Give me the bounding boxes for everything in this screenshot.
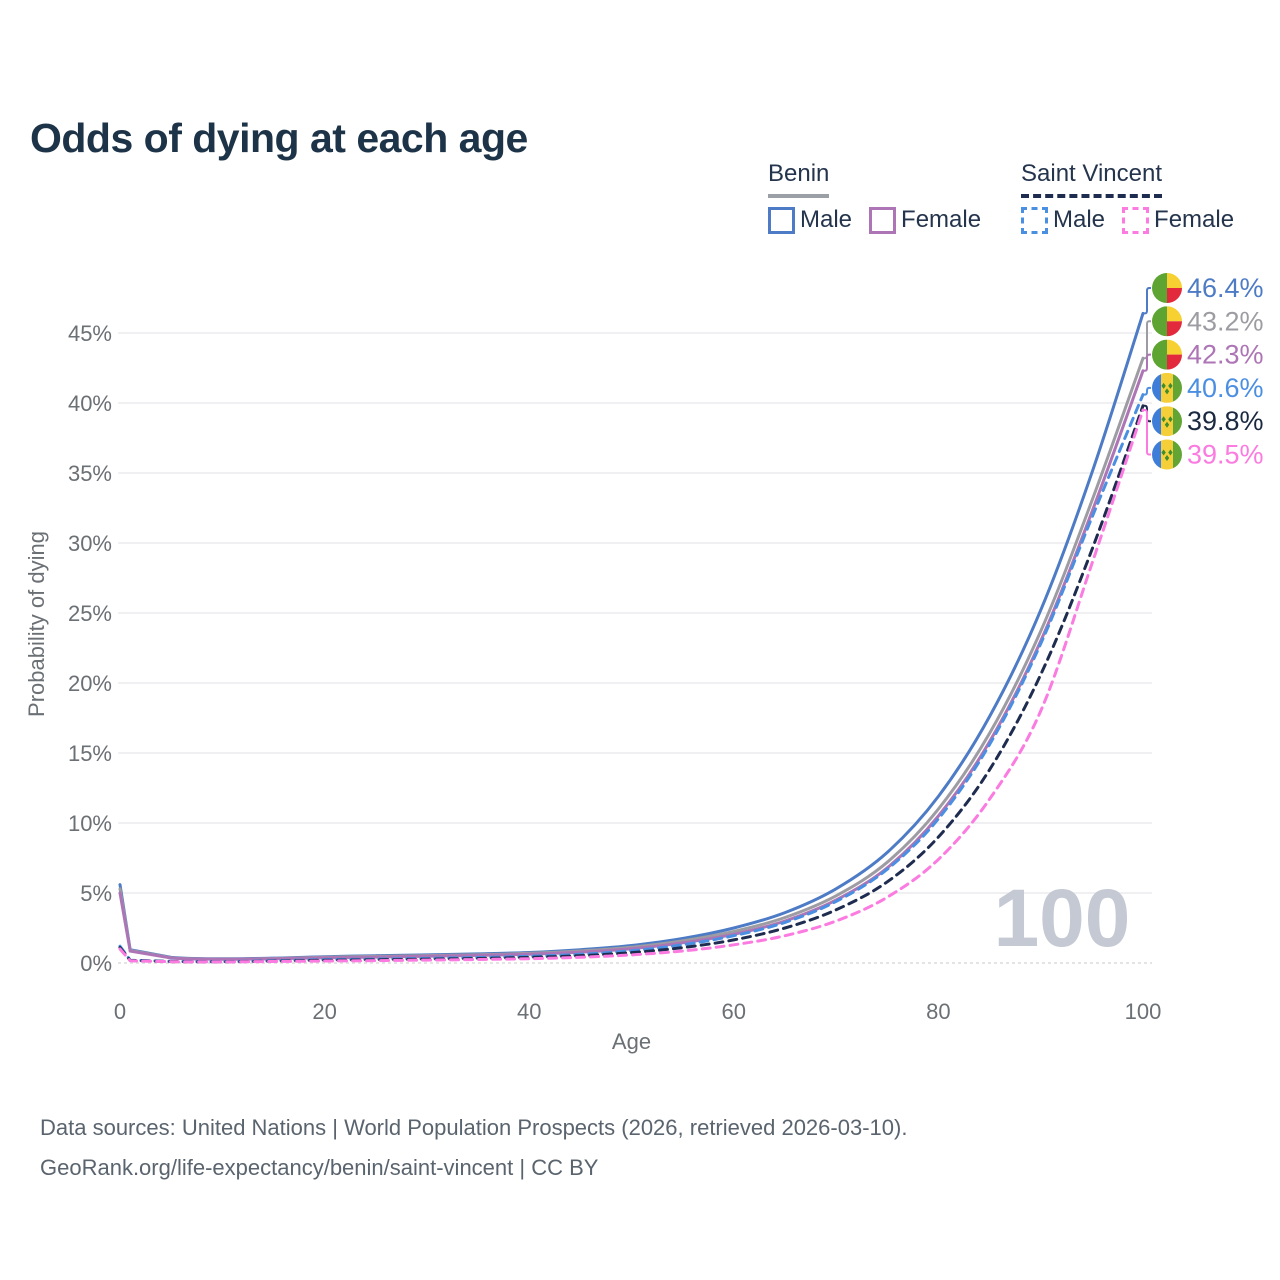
legend-title-saint-vincent[interactable]: Saint Vincent (1021, 160, 1162, 198)
x-tick-label: 0 (114, 999, 126, 1024)
leader-line-benin-male (1143, 287, 1151, 315)
saint-vincent-flag-icon (1152, 440, 1182, 470)
legend-group-benin: Benin Male Female (768, 160, 981, 234)
series-line-sv-female[interactable] (118, 408, 1145, 964)
legend-group-saint-vincent: Saint Vincent Male Female (1021, 160, 1234, 234)
saint-vincent-flag-icon (1152, 406, 1182, 436)
y-tick-label: 35% (68, 461, 112, 486)
hover-age-watermark: 100 (994, 873, 1131, 964)
saint-vincent-flag-icon (1152, 373, 1182, 403)
end-label-benin-combined: 43.2% (1187, 306, 1264, 336)
leader-line-benin-combined (1143, 320, 1151, 360)
end-label-sv-male: 40.6% (1187, 373, 1264, 403)
y-tick-label: 25% (68, 601, 112, 626)
legend-label-sv-male[interactable]: Male (1053, 206, 1106, 233)
end-label-sv-female: 39.5% (1187, 440, 1264, 470)
x-tick-label: 60 (722, 999, 746, 1024)
x-axis-title: Age (612, 1029, 651, 1054)
series-line-sv-combined[interactable] (118, 404, 1145, 964)
benin-flag-icon (1152, 340, 1182, 370)
benin-flag-icon (1152, 306, 1182, 336)
footer-sources-line: Data sources: United Nations | World Pop… (40, 1115, 908, 1140)
legend-swatch-benin-male[interactable] (768, 206, 795, 234)
series-line-benin-female[interactable] (118, 369, 1145, 961)
benin-flag-icon (1152, 273, 1182, 303)
y-tick-label: 40% (68, 391, 112, 416)
legend-swatch-benin-female[interactable] (869, 206, 897, 234)
page-title: Odds of dying at each age (30, 115, 528, 162)
y-tick-label: 10% (68, 811, 112, 836)
leader-line-sv-female (1143, 409, 1151, 456)
legend-swatch-sv-female[interactable] (1122, 206, 1150, 234)
legend-title-benin[interactable]: Benin (768, 160, 830, 198)
y-tick-label: 5% (80, 881, 112, 906)
x-tick-label: 80 (926, 999, 950, 1024)
leader-line-benin-female (1143, 353, 1151, 372)
data-source-footer: Data sources: United Nations | World Pop… (40, 1108, 907, 1188)
leader-line-sv-male (1143, 386, 1151, 396)
y-tick-label: 45% (68, 321, 112, 346)
axis-labels: 0% 5% 10% 15% 20% 25% 30% 35% 40% 45% 0 20 40 60 80 100… (24, 321, 1161, 1054)
gridlines (118, 332, 1152, 964)
y-tick-label: 0% (80, 951, 112, 976)
y-tick-label: 15% (68, 741, 112, 766)
line-chart: 0% 5% 10% 15% 20% 25% 30% 35% 40% 45% 0 20 40 60 80 100… (24, 273, 1264, 1054)
series-line-sv-male[interactable] (118, 393, 1145, 964)
x-tick-label: 20 (312, 999, 336, 1024)
x-tick-label: 40 (517, 999, 541, 1024)
y-tick-label: 20% (68, 671, 112, 696)
series-line-benin-male[interactable] (118, 311, 1145, 961)
legend-swatch-sv-male[interactable] (1021, 206, 1048, 234)
y-tick-label: 30% (68, 531, 112, 556)
legend-label-benin-female[interactable]: Female (901, 206, 982, 233)
end-label-sv-combined: 39.8% (1187, 406, 1264, 436)
y-axis-title: Probability of dying (24, 531, 49, 717)
watermark-age-value: 100 (994, 873, 1131, 964)
legend-label-sv-female[interactable]: Female (1154, 206, 1235, 233)
footer-license-line: GeoRank.org/life-expectancy/benin/saint-… (40, 1155, 599, 1180)
end-label-benin-male: 46.4% (1187, 273, 1264, 303)
legend-label-benin-male[interactable]: Male (800, 206, 853, 233)
end-label-benin-female: 42.3% (1187, 340, 1264, 370)
end-value-annotations: 46.4%43.2% 42.3%40.6%39.8% 39.5% (1143, 273, 1264, 470)
series-lines (118, 311, 1145, 964)
series-line-benin-combined[interactable] (118, 356, 1145, 961)
x-tick-label: 100 (1125, 999, 1162, 1024)
